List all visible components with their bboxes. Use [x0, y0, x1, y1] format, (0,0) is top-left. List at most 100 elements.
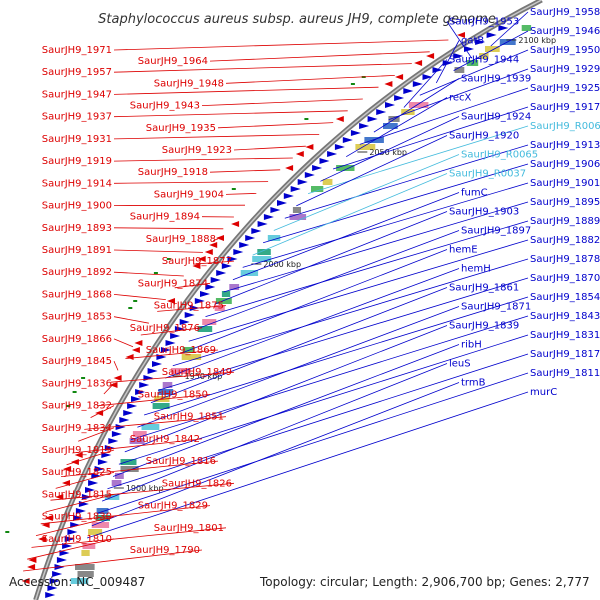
- genome-backbone-highlight: [34, 0, 542, 600]
- reverse-label-leader: [201, 98, 363, 106]
- reverse-gene-label: SaurJH9_1918: [138, 167, 208, 178]
- inner-feature-tick: [5, 531, 10, 533]
- reverse-gene-label: SaurJH9_1876: [130, 323, 200, 334]
- forward-label-leader: [403, 59, 448, 108]
- reverse-label-leader: [72, 438, 203, 454]
- inner-feature-tick: [350, 83, 355, 85]
- inner-feature-tick: [81, 377, 86, 379]
- gene-category-block: [221, 291, 231, 297]
- forward-label-leader: [307, 125, 529, 194]
- forward-label-leader: [359, 87, 529, 145]
- forward-gene-label: SaurJH9_1831: [530, 330, 600, 341]
- reverse-gene-arrow: [384, 81, 393, 87]
- gene-category-block: [229, 284, 240, 290]
- reverse-gene-label: SaurJH9_1874: [138, 278, 208, 289]
- forward-gene-label: SaurJH9_1925: [530, 83, 600, 94]
- forward-label-leader: [118, 334, 529, 465]
- reverse-label-leader: [140, 327, 203, 336]
- forward-label-leader: [262, 163, 529, 244]
- forward-gene-arrow: [47, 585, 58, 591]
- forward-gene-arrow: [73, 515, 83, 521]
- forward-gene-arrow: [297, 179, 308, 185]
- forward-gene-label: gatB: [461, 36, 484, 47]
- reverse-label-leader: [90, 405, 115, 418]
- reverse-gene-label: SaurJH9_1834: [42, 423, 112, 434]
- reverse-gene-label: SaurJH9_1931: [42, 134, 112, 145]
- reverse-label-leader: [113, 63, 412, 73]
- forward-gene-arrow: [334, 144, 345, 150]
- forward-gene-arrow: [327, 151, 338, 157]
- inner-feature-tick: [128, 307, 133, 309]
- forward-gene-arrow: [239, 242, 250, 248]
- forward-gene-label: SaurJH9_1946: [530, 26, 600, 37]
- reverse-label-leader: [66, 449, 115, 466]
- forward-gene-arrow: [56, 557, 67, 563]
- reverse-gene-arrow: [74, 452, 83, 458]
- reverse-gene-arrow: [63, 466, 72, 472]
- forward-gene-label: SaurJH9_1839: [449, 321, 519, 332]
- reverse-gene-label: SaurJH9_1964: [138, 56, 208, 67]
- forward-gene-arrow: [111, 431, 122, 437]
- gene-category-block: [479, 53, 489, 59]
- forward-gene-arrow: [394, 95, 405, 101]
- reverse-gene-arrow: [21, 578, 30, 584]
- forward-gene-arrow: [147, 368, 158, 374]
- forward-gene-arrow: [304, 172, 315, 178]
- reverse-gene-label: SaurJH9_1904: [154, 189, 224, 200]
- reverse-gene-label: SaurJH9_1816: [146, 456, 216, 467]
- gene-category-block: [152, 403, 170, 409]
- reverse-gene-label: SaurJH9_1948: [154, 78, 224, 89]
- gene-category-block: [82, 543, 96, 549]
- forward-gene-label: SaurJH9_1901: [530, 178, 600, 189]
- gene-category-block: [197, 326, 213, 332]
- reverse-gene-label: SaurJH9_1893: [42, 223, 112, 234]
- reverse-label-leader: [225, 193, 257, 195]
- gene-category-block: [111, 480, 122, 486]
- forward-label-leader: [435, 40, 460, 84]
- reverse-gene-label: SaurJH9_1923: [162, 145, 232, 156]
- forward-gene-label: SaurJH9_1889: [530, 216, 600, 227]
- gene-category-block: [70, 578, 89, 584]
- forward-label-leader: [446, 21, 473, 59]
- reverse-gene-label: SaurJH9_1849: [162, 367, 232, 378]
- reverse-gene-arrow: [335, 116, 344, 122]
- gene-category-block: [215, 298, 232, 304]
- forward-gene-label: SaurJH9_1897: [461, 226, 531, 237]
- forward-gene-arrow: [194, 298, 205, 304]
- forward-gene-arrow: [115, 424, 126, 430]
- forward-gene-arrow: [245, 235, 256, 241]
- reverse-gene-label: SaurJH9_1829: [138, 501, 208, 512]
- forward-gene-arrow: [412, 81, 423, 87]
- forward-gene-arrow: [52, 571, 63, 577]
- reverse-gene-arrow: [285, 165, 294, 171]
- gene-category-block: [485, 46, 500, 52]
- forward-label-leader: [124, 325, 448, 453]
- gene-category-block: [311, 186, 324, 192]
- forward-gene-label: SaurJH9_1903: [449, 207, 519, 218]
- forward-gene-label: SaurJH9_1958: [530, 7, 600, 18]
- forward-gene-arrow: [131, 396, 141, 402]
- reverse-gene-label: SaurJH9_1971: [42, 45, 112, 56]
- reverse-label-leader: [113, 271, 184, 277]
- reverse-gene-label: SaurJH9_1868: [42, 289, 112, 300]
- reverse-gene-label: SaurJH9_1957: [42, 67, 112, 78]
- inner-feature-tick: [66, 405, 71, 407]
- forward-gene-arrow: [270, 207, 281, 213]
- reverse-label-leader: [60, 460, 219, 477]
- forward-label-leader: [332, 106, 529, 170]
- gene-category-block: [289, 214, 307, 220]
- reverse-gene-label: SaurJH9_1825: [42, 467, 112, 478]
- reverse-gene-arrow: [41, 522, 50, 528]
- forward-gene-arrow: [62, 543, 73, 549]
- forward-gene-label: SaurJH9_1870: [530, 273, 600, 284]
- scale-mark-label: 2100 kbp: [518, 36, 556, 45]
- reverse-label-leader: [209, 51, 430, 62]
- forward-gene-arrow: [251, 228, 262, 234]
- reverse-gene-arrow: [38, 536, 47, 542]
- gene-category-block: [77, 571, 94, 577]
- forward-gene-arrow: [139, 382, 150, 388]
- forward-gene-arrow: [49, 578, 60, 584]
- forward-gene-arrow: [170, 333, 181, 339]
- reverse-label-leader: [113, 157, 293, 162]
- forward-label-leader: [388, 68, 529, 121]
